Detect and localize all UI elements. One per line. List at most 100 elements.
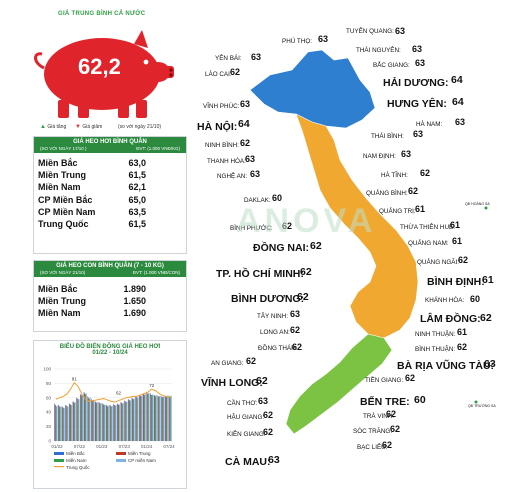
legend-label: Miền Bắc bbox=[66, 450, 86, 456]
province-price: 62 bbox=[457, 342, 468, 352]
province-label: LÀO CAI: bbox=[205, 71, 232, 78]
chart-bar bbox=[64, 407, 65, 441]
province-label: DAKLAK: bbox=[244, 197, 271, 204]
legend-label: Trung Quốc bbox=[66, 465, 90, 470]
province-label: HÀ NỘI: bbox=[197, 121, 238, 133]
x-tick-label: 07/23 bbox=[119, 444, 131, 449]
live-pig-table-sub-left: (SO VỚI NGÀY 17/10 ) bbox=[40, 146, 87, 151]
province-label: NINH THUẬN: bbox=[415, 331, 456, 338]
island-label-truong-sa: QĐ TRƯỜNG SA bbox=[468, 404, 496, 408]
province-price: 62 bbox=[297, 291, 309, 303]
chart-bar bbox=[142, 393, 144, 441]
chart-bar bbox=[164, 395, 166, 441]
province-price: 64 bbox=[238, 118, 250, 130]
province-label: BẾN TRE: bbox=[360, 396, 410, 408]
y-tick-label: 80 bbox=[46, 381, 52, 386]
chart-bar bbox=[104, 404, 106, 441]
province-price: 63 bbox=[412, 44, 423, 54]
chart-bar bbox=[145, 394, 146, 441]
price-chart: BIỂU ĐỒ BIẾN ĐỘNG GIÁ HEO HƠI 01/22 - 10… bbox=[33, 340, 187, 489]
chart-bar bbox=[122, 403, 123, 441]
chart-bar bbox=[144, 394, 146, 441]
province-price: 62 bbox=[300, 266, 312, 278]
province-price: 63 bbox=[318, 34, 329, 44]
chart-bar bbox=[161, 396, 162, 441]
chart-bar bbox=[113, 404, 114, 441]
province-price: 62 bbox=[290, 325, 301, 335]
legend-swatch bbox=[116, 459, 126, 462]
chart-bar bbox=[141, 395, 143, 441]
province-price: 63 bbox=[245, 154, 256, 164]
chart-bar bbox=[108, 405, 110, 441]
chart-bar bbox=[107, 406, 109, 441]
chart-bar bbox=[55, 405, 56, 441]
chart-bar bbox=[89, 398, 90, 441]
province-price: 64 bbox=[451, 74, 463, 86]
province-label: KHÁNH HÒA: bbox=[425, 297, 465, 304]
chart-bar bbox=[70, 405, 72, 441]
chart-bar bbox=[161, 397, 163, 441]
chart-bar bbox=[98, 402, 100, 441]
chart-bar bbox=[127, 399, 129, 441]
chart-bar bbox=[89, 397, 91, 441]
chart-bar bbox=[75, 402, 76, 441]
chart-bar bbox=[120, 402, 122, 441]
chart-bar bbox=[129, 400, 131, 441]
chart-bar bbox=[66, 406, 68, 441]
province-label: QUẢNG BÌNH: bbox=[366, 190, 408, 197]
chart-bar bbox=[135, 396, 137, 441]
chart-bar bbox=[80, 394, 81, 441]
province-label: HẬU GIANG: bbox=[227, 414, 265, 421]
chart-bar bbox=[63, 407, 64, 441]
legend-label: CP miền Nam bbox=[128, 458, 156, 463]
chart-bar bbox=[116, 403, 118, 441]
chart-bar bbox=[61, 406, 63, 441]
chart-bar bbox=[117, 404, 119, 441]
price-value: 1.650 bbox=[123, 296, 146, 307]
chart-bar bbox=[71, 405, 73, 441]
price-value: 63,5 bbox=[128, 206, 146, 217]
x-tick-label: 01/23 bbox=[96, 444, 108, 449]
legend-swatch bbox=[54, 459, 64, 462]
chart-bar bbox=[154, 395, 156, 441]
province-price: 63 bbox=[455, 117, 466, 127]
legend-label: Miền Nam bbox=[66, 458, 87, 463]
province-label: TIỀN GIANG: bbox=[365, 377, 404, 384]
province-label: ĐỒNG NAI: bbox=[253, 242, 309, 254]
province-price: 62 bbox=[382, 440, 393, 450]
chart-bar bbox=[106, 405, 108, 441]
chart-bar bbox=[82, 395, 84, 441]
y-tick-label: 0 bbox=[48, 439, 51, 444]
chart-bar bbox=[128, 399, 130, 441]
province-label: BÀ RỊA VŨNG TÀU: bbox=[397, 360, 495, 372]
province-price: 62 bbox=[386, 409, 397, 419]
y-tick-label: 20 bbox=[46, 424, 52, 429]
table-row: CP Miền Bắc 65,0 bbox=[34, 194, 186, 206]
map-region-north bbox=[249, 49, 376, 129]
table-row: Trung Quốc 61,5 bbox=[34, 218, 186, 230]
province-label: AN GIANG: bbox=[211, 360, 244, 367]
province-price: 63 bbox=[251, 52, 262, 62]
province-label: BÌNH THUẬN: bbox=[415, 346, 456, 353]
y-tick-label: 60 bbox=[46, 395, 52, 400]
province-label: NGHỆ AN: bbox=[217, 173, 248, 180]
table-row: Miền Nam 1.690 bbox=[34, 307, 186, 319]
chart-bar bbox=[140, 396, 142, 441]
province-label: TRÀ VINH: bbox=[363, 413, 395, 420]
chart-bar bbox=[56, 405, 58, 441]
region-name: Miền Nam bbox=[38, 182, 81, 193]
live-pig-table: GIÁ HEO HƠI BÌNH QUÂN (SO VỚI NGÀY 17/10… bbox=[33, 136, 187, 254]
chart-bar bbox=[76, 397, 78, 441]
province-label: TUYÊN QUANG: bbox=[346, 28, 394, 35]
chart-bar bbox=[115, 405, 117, 441]
province-label: NAM ĐỊNH: bbox=[363, 153, 396, 160]
province-price: 62 bbox=[405, 373, 416, 383]
x-tick-label: 01/22 bbox=[51, 444, 63, 449]
chart-bar bbox=[156, 394, 157, 441]
chart-bar bbox=[126, 401, 128, 441]
province-price: 61 bbox=[450, 220, 461, 230]
province-label: SÓC TRĂNG: bbox=[353, 428, 393, 435]
chart-bar bbox=[119, 404, 121, 441]
legend-swatch bbox=[54, 466, 64, 468]
chart-bar bbox=[134, 398, 135, 441]
